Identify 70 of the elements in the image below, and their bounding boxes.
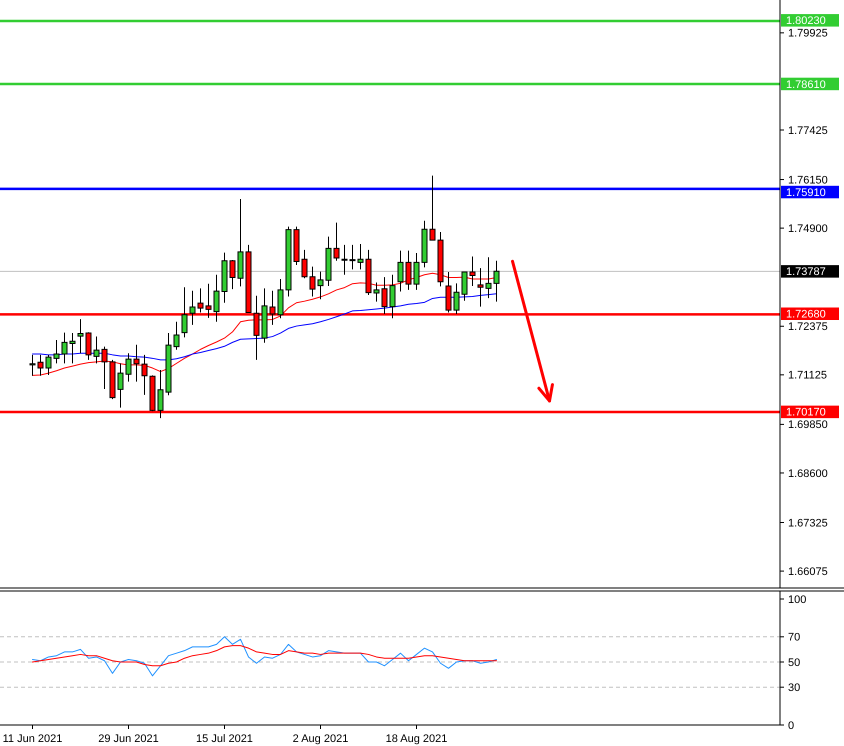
x-tick-label: 11 Jun 2021 [2, 732, 62, 745]
candlestick [70, 332, 76, 364]
candlestick [166, 332, 172, 396]
candlestick [310, 266, 316, 298]
y-tick-label: 1.74900 [788, 222, 828, 235]
x-tick-label: 29 Jun 2021 [98, 732, 159, 745]
candlestick [86, 332, 92, 360]
ref-line-label: 1.72680 [786, 308, 826, 321]
candlestick [214, 274, 220, 322]
candlestick [222, 252, 228, 304]
candlestick [462, 271, 468, 302]
line-series [32, 636, 497, 676]
candlestick [326, 236, 332, 287]
ref-line-label: 1.80230 [786, 15, 826, 28]
y-tick-label: 1.72375 [788, 321, 828, 334]
candlestick [46, 354, 52, 376]
candlestick [302, 249, 308, 279]
ref-line-label: 1.73787 [786, 266, 826, 278]
candlestick [174, 321, 180, 350]
x-tick-label: 2 Aug 2021 [292, 732, 348, 745]
candlestick [318, 271, 324, 300]
candlestick [414, 252, 420, 290]
y-tick-label: 30 [788, 682, 800, 694]
candlestick [390, 274, 396, 319]
candlestick [358, 244, 364, 270]
y-tick-label: 1.69850 [788, 419, 828, 432]
ref-line-label: 1.75910 [786, 186, 826, 199]
x-tick-label: 18 Aug 2021 [386, 732, 448, 745]
y-tick-label: 0 [788, 720, 794, 732]
candlestick [398, 250, 404, 292]
line-series [32, 293, 497, 360]
candlestick [342, 244, 348, 276]
candlestick [374, 282, 380, 302]
candlestick [422, 220, 428, 268]
candlestick [294, 226, 300, 266]
candlestick [158, 369, 164, 419]
ref-line-label: 1.70170 [786, 406, 826, 419]
line-series [32, 645, 497, 666]
x-tick-label: 15 Jul 2021 [196, 732, 253, 745]
candlestick [182, 286, 188, 338]
candlestick [230, 259, 236, 290]
candlestick [30, 354, 36, 376]
candlestick [350, 244, 356, 270]
candlestick [430, 175, 436, 241]
ref-line-label: 1.78610 [786, 78, 826, 91]
candlestick [238, 198, 244, 287]
candlestick [94, 336, 100, 364]
candlestick [126, 352, 132, 382]
candlestick [494, 260, 500, 302]
candlestick [334, 222, 340, 262]
candlestick [262, 288, 268, 344]
candlestick [62, 332, 68, 364]
candlestick [278, 278, 284, 319]
y-tick-label: 1.71125 [788, 370, 827, 382]
y-tick-label: 100 [788, 594, 806, 606]
candlestick [286, 226, 292, 298]
candlestick [454, 282, 460, 315]
y-tick-label: 70 [788, 632, 800, 644]
y-tick-label: 1.79925 [788, 28, 828, 40]
y-tick-label: 1.77425 [788, 124, 828, 137]
candlestick [486, 256, 492, 299]
candlestick [54, 340, 60, 364]
y-tick-label: 50 [788, 656, 800, 669]
y-tick-label: 1.66075 [788, 566, 828, 578]
candlestick [118, 362, 124, 408]
y-tick-label: 1.76150 [788, 174, 828, 186]
candlestick [78, 318, 84, 354]
y-tick-label: 1.67325 [788, 517, 828, 530]
y-tick-label: 1.68600 [788, 468, 828, 480]
candlestick [190, 290, 196, 326]
